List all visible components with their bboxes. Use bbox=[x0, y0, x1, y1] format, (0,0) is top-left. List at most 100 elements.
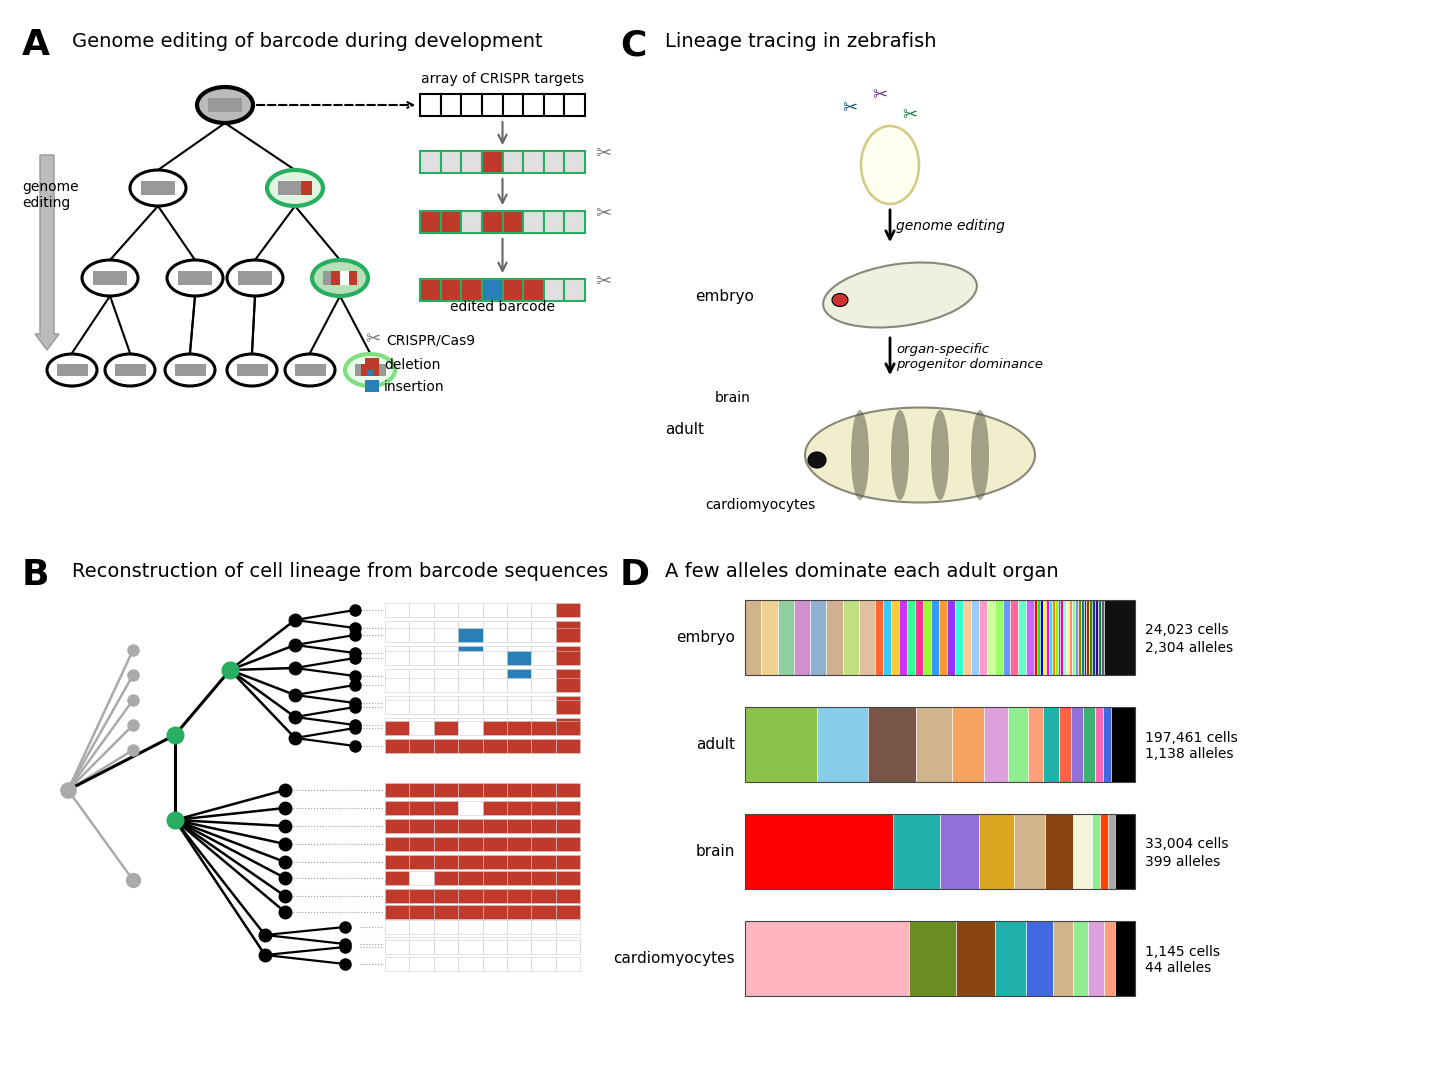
Bar bbox=[1045, 814, 1073, 889]
Bar bbox=[531, 937, 556, 951]
Bar bbox=[1002, 600, 1011, 675]
Bar bbox=[883, 600, 891, 675]
Bar bbox=[379, 364, 386, 376]
Bar bbox=[441, 279, 461, 301]
Bar bbox=[556, 855, 580, 869]
Bar bbox=[458, 621, 482, 635]
Text: deletion: deletion bbox=[384, 357, 441, 372]
Bar bbox=[482, 651, 507, 665]
Bar bbox=[507, 940, 531, 954]
Bar bbox=[458, 870, 482, 885]
Bar bbox=[409, 651, 433, 665]
Bar bbox=[531, 905, 556, 919]
Bar bbox=[458, 651, 482, 665]
Bar bbox=[482, 678, 507, 692]
Bar bbox=[531, 801, 556, 815]
Bar bbox=[914, 600, 923, 675]
Bar bbox=[458, 678, 482, 692]
Bar bbox=[507, 721, 531, 735]
Bar bbox=[1071, 707, 1083, 782]
Bar bbox=[458, 783, 482, 797]
Bar bbox=[482, 870, 507, 885]
Bar bbox=[409, 819, 433, 833]
Text: 33,004 cells: 33,004 cells bbox=[1145, 837, 1228, 851]
Bar bbox=[384, 940, 409, 954]
Bar bbox=[433, 696, 458, 710]
Bar bbox=[979, 600, 986, 675]
Bar bbox=[482, 937, 507, 951]
Bar bbox=[384, 669, 409, 683]
Bar bbox=[458, 603, 482, 617]
Bar bbox=[891, 600, 899, 675]
Bar bbox=[433, 627, 458, 642]
Bar bbox=[482, 696, 507, 710]
Bar bbox=[482, 721, 507, 735]
Bar bbox=[858, 600, 876, 675]
Bar bbox=[1037, 600, 1040, 675]
Bar bbox=[458, 669, 482, 683]
Bar bbox=[531, 819, 556, 833]
Bar bbox=[971, 600, 979, 675]
Bar bbox=[876, 600, 883, 675]
Bar bbox=[1104, 921, 1116, 996]
Bar bbox=[384, 627, 409, 642]
Bar bbox=[115, 364, 145, 376]
Bar bbox=[531, 669, 556, 683]
Bar bbox=[986, 600, 995, 675]
Text: brain: brain bbox=[716, 391, 750, 405]
Bar bbox=[1096, 707, 1103, 782]
Bar bbox=[1008, 707, 1028, 782]
Bar bbox=[507, 870, 531, 885]
Bar bbox=[482, 837, 507, 851]
Bar bbox=[1068, 600, 1071, 675]
Bar bbox=[1060, 600, 1063, 675]
Bar bbox=[482, 700, 507, 714]
Text: C: C bbox=[621, 28, 647, 62]
Bar bbox=[556, 920, 580, 934]
Bar bbox=[1092, 814, 1100, 889]
Bar bbox=[409, 603, 433, 617]
Bar bbox=[531, 870, 556, 885]
Text: 1,138 alleles: 1,138 alleles bbox=[1145, 747, 1234, 761]
Bar bbox=[899, 600, 907, 675]
Bar bbox=[482, 801, 507, 815]
Bar bbox=[1104, 600, 1135, 675]
Text: cardiomyocytes: cardiomyocytes bbox=[706, 498, 815, 512]
Bar bbox=[433, 669, 458, 683]
Bar bbox=[1054, 600, 1057, 675]
Bar bbox=[923, 600, 930, 675]
Bar bbox=[367, 364, 373, 376]
Bar bbox=[939, 600, 948, 675]
Bar bbox=[409, 801, 433, 815]
Bar bbox=[531, 855, 556, 869]
Bar bbox=[433, 870, 458, 885]
Bar bbox=[461, 94, 482, 116]
Bar bbox=[433, 739, 458, 753]
Ellipse shape bbox=[861, 126, 919, 204]
Bar bbox=[384, 937, 409, 951]
Bar bbox=[384, 957, 409, 971]
Bar bbox=[531, 700, 556, 714]
Ellipse shape bbox=[167, 260, 223, 296]
Bar bbox=[433, 651, 458, 665]
Bar bbox=[952, 707, 984, 782]
Bar bbox=[507, 700, 531, 714]
Ellipse shape bbox=[808, 453, 827, 468]
Bar bbox=[384, 783, 409, 797]
Bar bbox=[482, 855, 507, 869]
Bar bbox=[531, 940, 556, 954]
Bar bbox=[433, 855, 458, 869]
Bar bbox=[92, 271, 127, 285]
Bar bbox=[409, 837, 433, 851]
Bar bbox=[744, 814, 893, 889]
Bar bbox=[523, 94, 544, 116]
Ellipse shape bbox=[228, 260, 284, 296]
Bar bbox=[507, 627, 531, 642]
Bar bbox=[963, 600, 971, 675]
Bar bbox=[409, 669, 433, 683]
Text: ✂: ✂ bbox=[595, 204, 612, 224]
Bar bbox=[503, 279, 523, 301]
Ellipse shape bbox=[312, 260, 369, 296]
Text: CRISPR/Cas9: CRISPR/Cas9 bbox=[386, 333, 475, 347]
Bar bbox=[141, 181, 176, 194]
